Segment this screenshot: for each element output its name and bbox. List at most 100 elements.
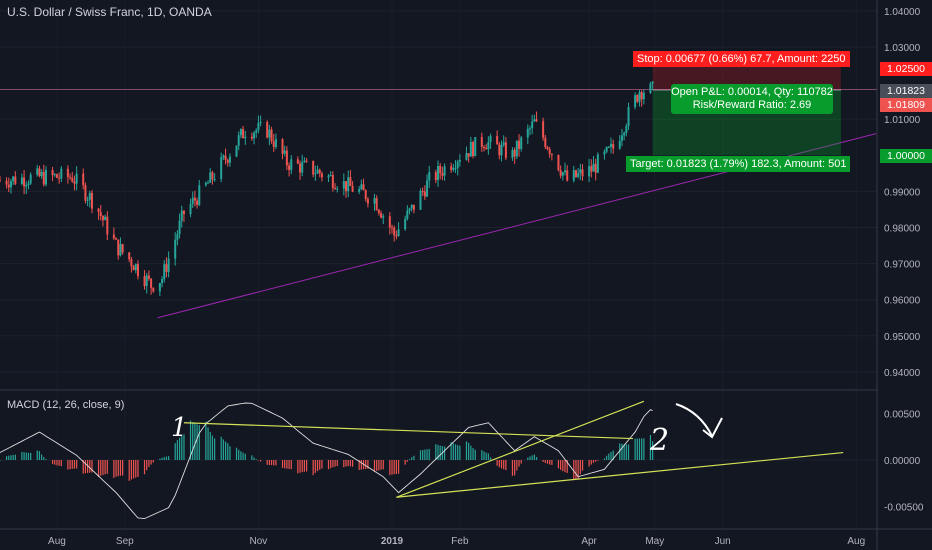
candle-body bbox=[366, 199, 369, 204]
histogram-bar bbox=[163, 457, 165, 460]
histogram-bar bbox=[299, 460, 301, 473]
histogram-bar bbox=[380, 460, 382, 470]
candle-body bbox=[90, 192, 93, 209]
histogram-bar bbox=[97, 460, 100, 477]
histogram-bar bbox=[122, 460, 124, 476]
histogram-bar bbox=[544, 460, 546, 463]
histogram-bar bbox=[465, 441, 468, 460]
candle-body bbox=[189, 203, 192, 215]
candle-body bbox=[458, 159, 461, 162]
histogram-bar bbox=[435, 444, 437, 460]
histogram-bar bbox=[472, 447, 474, 460]
candle-body bbox=[9, 181, 12, 188]
candle-body bbox=[437, 166, 439, 181]
histogram-bar bbox=[306, 460, 308, 472]
histogram-bar bbox=[211, 435, 214, 460]
time-tick-label: May bbox=[645, 536, 664, 547]
histogram-bar bbox=[0, 460, 1, 461]
histogram-bar bbox=[21, 451, 23, 460]
histogram-bar bbox=[481, 450, 483, 460]
candle-body bbox=[12, 176, 15, 182]
histogram-bar bbox=[619, 443, 621, 460]
histogram-bar bbox=[542, 460, 544, 462]
histogram-bar bbox=[132, 460, 135, 479]
histogram-bar bbox=[89, 460, 91, 473]
histogram-bar bbox=[36, 450, 38, 460]
candle-body bbox=[480, 137, 483, 148]
histogram-bar bbox=[575, 460, 577, 480]
histogram-bar bbox=[588, 460, 590, 467]
candle-body bbox=[272, 141, 275, 147]
candle-body bbox=[235, 145, 238, 157]
macd-axis[interactable]: 0.00500 0.00000 -0.00500 bbox=[884, 409, 924, 513]
macd-indicator-title[interactable]: MACD (12, 26, close, 9) bbox=[7, 399, 125, 411]
candle-body bbox=[152, 287, 155, 292]
candle-body bbox=[71, 177, 74, 182]
macd-tick-label: 0.00500 bbox=[884, 409, 921, 420]
candle-body bbox=[106, 216, 109, 235]
candle-body bbox=[404, 218, 407, 230]
pnl-box: Open P&L: 0.00014, Qty: 110782 Risk/Rewa… bbox=[671, 84, 833, 114]
histogram-bar bbox=[349, 460, 351, 467]
histogram-bar bbox=[181, 435, 183, 460]
candle-body bbox=[513, 149, 516, 157]
histogram-bar bbox=[459, 445, 461, 460]
histogram-bar bbox=[649, 435, 652, 460]
candle-body bbox=[577, 173, 580, 177]
macd-tick-label: 0.00000 bbox=[884, 456, 921, 467]
candle-body bbox=[410, 204, 413, 209]
histogram-bar bbox=[518, 460, 520, 467]
histogram-bar bbox=[207, 427, 209, 460]
time-tick-label: 2019 bbox=[381, 536, 404, 547]
candle-body bbox=[268, 129, 271, 138]
candle-body bbox=[347, 177, 350, 192]
histogram-bar bbox=[527, 457, 529, 460]
histogram-bar bbox=[612, 450, 614, 460]
histogram-bar bbox=[564, 460, 566, 473]
candle-body bbox=[331, 175, 334, 189]
price-axis[interactable]: 1.04000 1.03000 1.01000 0.99000 0.98000 0.970… bbox=[884, 7, 921, 379]
candle-body bbox=[412, 204, 415, 210]
histogram-bar bbox=[51, 460, 54, 464]
candle-body bbox=[590, 166, 593, 172]
price-tick-label: 0.95000 bbox=[884, 332, 921, 343]
histogram-bar bbox=[255, 459, 257, 460]
histogram-bar bbox=[452, 443, 454, 460]
candle-body bbox=[38, 168, 41, 177]
histogram-bar bbox=[457, 445, 459, 460]
candle-body bbox=[566, 170, 569, 181]
histogram-bar bbox=[468, 442, 470, 460]
histogram-bar bbox=[281, 460, 284, 468]
candle-body bbox=[434, 172, 437, 181]
candle-body bbox=[579, 169, 582, 174]
candle-body bbox=[500, 145, 503, 156]
candle-body bbox=[395, 235, 398, 237]
candle-body bbox=[469, 142, 472, 157]
histogram-bar bbox=[161, 457, 163, 460]
histogram-bar bbox=[260, 460, 262, 462]
time-tick-label: Apr bbox=[581, 536, 597, 547]
candle-body bbox=[474, 137, 477, 157]
histogram-bar bbox=[91, 460, 93, 473]
candle-body bbox=[250, 136, 253, 139]
histogram-bar bbox=[638, 438, 641, 460]
candle-body bbox=[605, 146, 608, 152]
histogram-bar bbox=[406, 460, 408, 462]
pnl-text: Open P&L: 0.00014, Qty: 110782 bbox=[671, 86, 833, 98]
candle-body bbox=[636, 95, 639, 102]
histogram-bar bbox=[505, 460, 507, 471]
histogram-bar bbox=[102, 460, 104, 476]
candle-body bbox=[351, 185, 354, 192]
candle-body bbox=[393, 227, 396, 236]
candle-body bbox=[191, 197, 194, 204]
candle-body bbox=[314, 173, 317, 175]
candle-body bbox=[213, 179, 216, 181]
candle-body bbox=[542, 121, 545, 138]
histogram-bar bbox=[321, 460, 323, 469]
macd-trendlines[interactable] bbox=[183, 400, 844, 498]
candle-body bbox=[557, 155, 560, 171]
time-axis[interactable]: Aug Sep Nov 2019 Feb Apr May Jun Aug bbox=[48, 536, 865, 547]
candle-body bbox=[97, 208, 100, 212]
candle-body bbox=[485, 147, 488, 150]
